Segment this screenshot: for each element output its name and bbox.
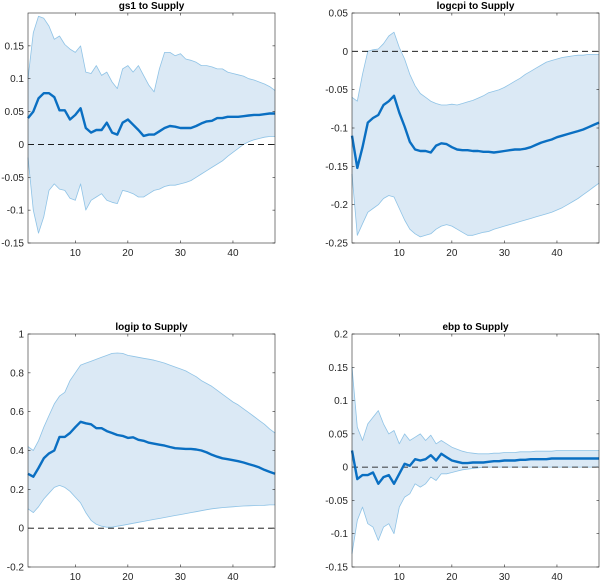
y-tick-label: 0.6 — [10, 407, 24, 418]
panel-4: -0.15 -0.1 -0.05 0 0.05 0.1 0.15 0.2 10 20 30 40 ebp… — [325, 322, 600, 581]
y-tick-label: 0.05 — [329, 9, 349, 20]
x-tick-label: 30 — [175, 248, 187, 259]
x-tick-label: 10 — [70, 248, 82, 259]
confidence-band — [352, 367, 599, 554]
panel-2: -0.25 -0.2 -0.15 -0.1 -0.05 0 0.05 10 20 30 40 logc… — [325, 1, 600, 259]
x-tick-label: 10 — [394, 572, 406, 581]
y-tick-label: 0.05 — [329, 429, 349, 440]
upper-bound-line — [27, 15, 276, 93]
y-tick-label: -0.1 — [331, 529, 349, 540]
y-tick-label: 1 — [18, 330, 24, 341]
y-tick-label: 0 — [342, 47, 348, 58]
median-response-line — [27, 92, 275, 138]
y-tick-label: -0.05 — [325, 85, 348, 96]
x-tick-label: 40 — [227, 248, 239, 259]
y-tick-label: 0.8 — [10, 368, 24, 379]
y-tick-label: -0.25 — [325, 239, 348, 250]
y-tick-label: 0 — [18, 140, 24, 151]
y-tick-label: -0.15 — [325, 162, 348, 173]
x-tick-label: 40 — [227, 572, 239, 581]
y-tick-label: -0.2 — [7, 563, 25, 574]
y-tick-label: -0.15 — [325, 563, 348, 574]
x-tick-label: 20 — [122, 248, 134, 259]
axes-frame — [351, 333, 600, 568]
confidence-band — [28, 16, 275, 234]
x-tick-label: 30 — [499, 572, 511, 581]
lower-bound-line — [351, 173, 600, 238]
panel-3: -0.2 0 0.2 0.4 0.6 0.8 1 10 20 30 40 logip to Suppl… — [7, 322, 276, 581]
y-tick-label: 0 — [18, 524, 24, 535]
y-tick-label: -0.1 — [331, 124, 349, 135]
x-tick-label: 10 — [70, 572, 82, 581]
median-response-line — [27, 420, 276, 478]
y-tick-label: 0 — [342, 463, 348, 474]
y-tick-label: 0.15 — [5, 41, 25, 52]
y-tick-label: -0.05 — [325, 496, 348, 507]
lower-bound-line — [27, 136, 275, 234]
x-tick-label: 30 — [499, 248, 511, 259]
x-tick-label: 40 — [551, 248, 563, 259]
y-tick-label: 0.4 — [10, 446, 24, 457]
y-tick-label: -0.15 — [1, 239, 24, 250]
x-tick-label: 30 — [175, 572, 187, 581]
x-tick-label: 40 — [551, 572, 563, 581]
axes-frame — [27, 12, 276, 244]
y-tick-label: -0.2 — [331, 200, 349, 211]
panel-title: logcpi to Supply — [437, 1, 515, 12]
y-tick-label: -0.05 — [1, 173, 24, 184]
median-response-line — [350, 94, 600, 170]
y-tick-label: 0.2 — [334, 330, 348, 341]
y-tick-label: 0.05 — [5, 107, 25, 118]
y-tick-label: 0.1 — [10, 74, 24, 85]
y-tick-label: 0.2 — [10, 485, 24, 496]
confidence-band — [28, 353, 275, 528]
panel-title: ebp to Supply — [442, 322, 509, 333]
lower-bound-line — [27, 485, 275, 528]
y-tick-label: -0.1 — [7, 206, 25, 217]
panel-1: -0.15 -0.1 -0.05 0 0.05 0.1 0.15 10 20 30 40 gs1 to… — [1, 1, 276, 259]
panel-title: logip to Supply — [115, 322, 188, 333]
y-tick-label: 0.1 — [334, 396, 348, 407]
x-tick-label: 20 — [446, 248, 458, 259]
x-tick-label: 10 — [394, 248, 406, 259]
upper-bound-line — [351, 31, 599, 106]
x-tick-label: 20 — [122, 572, 134, 581]
x-tick-label: 20 — [446, 572, 458, 581]
panel-title: gs1 to Supply — [119, 1, 185, 12]
upper-bound-line — [27, 352, 276, 451]
median-response-line — [350, 450, 599, 485]
y-tick-label: 0.15 — [329, 363, 349, 374]
upper-bound-line — [351, 367, 599, 455]
